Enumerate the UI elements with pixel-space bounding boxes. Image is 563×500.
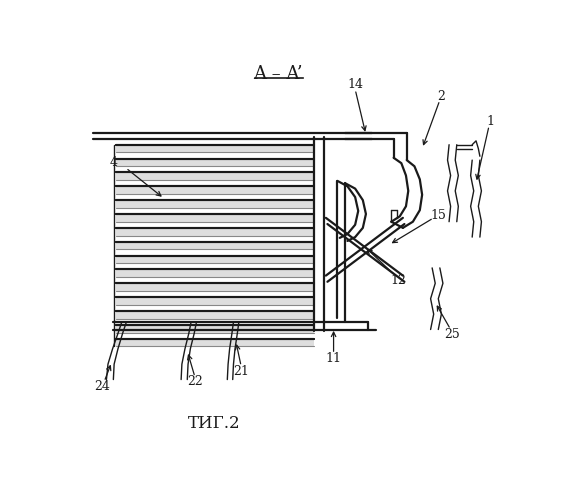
Text: 14: 14 — [347, 78, 363, 91]
Text: 12: 12 — [390, 274, 406, 286]
Bar — [117, 270, 314, 277]
Bar — [117, 242, 314, 250]
Bar — [117, 256, 314, 264]
Bar — [117, 200, 314, 208]
Bar — [117, 186, 314, 194]
Bar — [117, 172, 314, 180]
Bar — [117, 158, 314, 166]
Bar — [117, 297, 314, 305]
Bar — [117, 214, 314, 222]
Text: 1: 1 — [486, 115, 495, 128]
Text: 11: 11 — [325, 352, 342, 366]
Text: 22: 22 — [187, 376, 203, 388]
Text: 4: 4 — [110, 156, 118, 169]
Text: 25: 25 — [444, 328, 460, 342]
Text: 15: 15 — [430, 209, 446, 222]
Text: ΤИГ.2: ΤИГ.2 — [188, 415, 240, 432]
Text: 24: 24 — [95, 380, 110, 393]
Bar — [117, 311, 314, 318]
Bar — [117, 284, 314, 291]
Text: 2: 2 — [437, 90, 445, 102]
Bar — [117, 144, 314, 152]
Bar — [117, 228, 314, 235]
Bar — [117, 338, 314, 346]
Text: A – A’: A – A’ — [253, 65, 303, 83]
Text: 21: 21 — [233, 364, 249, 378]
Bar — [117, 325, 314, 332]
